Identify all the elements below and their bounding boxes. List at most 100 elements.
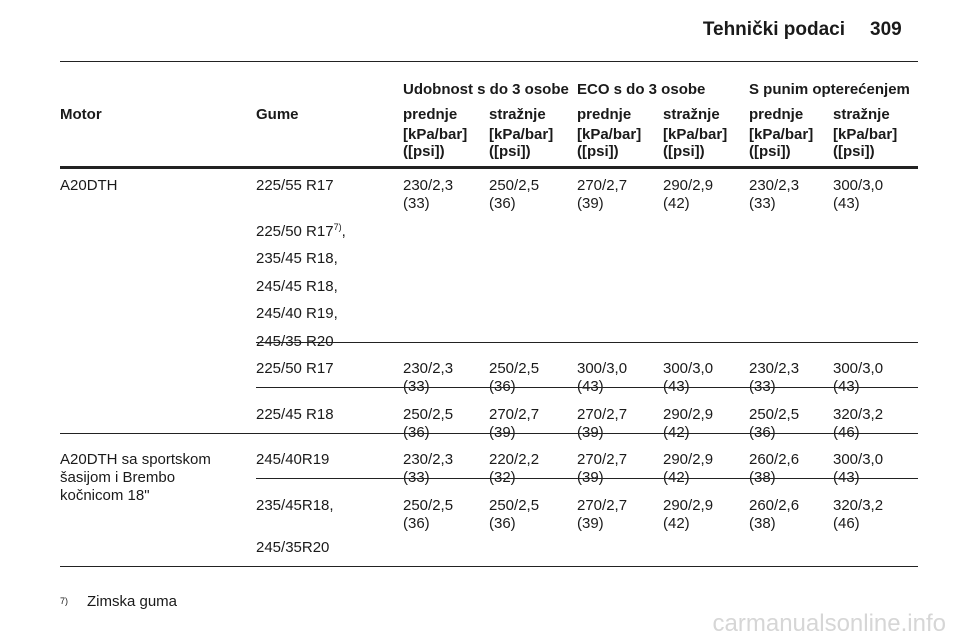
motor: A20DTH (60, 177, 118, 194)
pressure: 250/2,5 (749, 405, 800, 423)
motor: šasijom i Brembo (60, 469, 176, 486)
header-rule (60, 166, 918, 169)
motor: kočnicom 18" (60, 487, 150, 504)
pressure: (39) (577, 195, 604, 212)
tyre: 225/55 R17 (256, 177, 334, 194)
pressure: 320/3,2 (833, 405, 884, 423)
pressure: (46) (833, 423, 860, 441)
pressure: (43) (663, 378, 690, 395)
pressure: 230/2,3 (749, 360, 800, 377)
pressure: 270/2,7 (577, 451, 628, 468)
pressure: 270/2,7 (577, 177, 628, 194)
tyre: 225/50 R177), (256, 221, 346, 241)
pressure: 300/3,0 (663, 360, 714, 377)
pressure: 290/2,9 (663, 177, 714, 194)
pressure: (36) (489, 514, 516, 532)
unit: ([psi]) (833, 143, 875, 160)
pressure: (36) (403, 514, 430, 532)
pressure: (33) (403, 469, 430, 486)
watermark: carmanualsonline.info (712, 610, 946, 637)
unit: [kPa/bar] (749, 126, 814, 143)
pressure: (39) (577, 469, 604, 486)
motor: A20DTH sa sportskom (60, 451, 211, 468)
row-rule (256, 387, 918, 388)
unit: [kPa/bar] (577, 126, 642, 143)
unit: [kPa/bar] (663, 126, 728, 143)
group-header: S punim opterećenjem (749, 81, 910, 98)
tyre-text: , (341, 222, 346, 240)
pressure: (42) (663, 514, 690, 532)
tyre-text: 225/50 R17 (256, 222, 334, 240)
tyre: 225/45 R18 (256, 405, 334, 423)
column-header: Gume (256, 106, 299, 123)
pressure: 320/3,2 (833, 496, 884, 514)
column-header: prednje (749, 106, 804, 123)
pressure: 250/2,5 (489, 360, 540, 377)
pressure: 270/2,7 (489, 405, 540, 423)
pressure: (39) (577, 514, 604, 532)
row-rule (60, 565, 918, 567)
pressure: (33) (403, 378, 430, 395)
pressure: 230/2,3 (749, 177, 800, 194)
pressure: (42) (663, 423, 690, 441)
pressure: (43) (833, 469, 860, 486)
column-header: prednje (403, 106, 458, 123)
pressure: (38) (749, 469, 776, 486)
unit: ([psi]) (749, 143, 791, 160)
column-header: stražnje (489, 106, 546, 123)
unit: ([psi]) (403, 143, 445, 160)
pressure: (36) (749, 423, 776, 441)
tyre: 245/40R19 (256, 451, 330, 468)
unit: ([psi]) (577, 143, 619, 160)
footnote-ref: 7) (333, 221, 342, 232)
tyre: 245/35 R20 (256, 332, 334, 350)
pressure: 220/2,2 (489, 451, 540, 468)
row-rule (256, 341, 918, 343)
tyre: 225/50 R17 (256, 360, 334, 377)
footnote-text: Zimska guma (87, 593, 178, 610)
pressure: (32) (489, 469, 516, 486)
tyre: 235/45 R18, (256, 250, 338, 267)
pressure: 250/2,5 (489, 496, 540, 514)
pressure: 270/2,7 (577, 496, 628, 514)
unit: [kPa/bar] (833, 126, 898, 143)
pressure: (46) (833, 514, 860, 532)
pressure: 290/2,9 (663, 496, 714, 514)
pressure: 260/2,6 (749, 451, 800, 468)
row-rule (256, 478, 918, 479)
pressure: (33) (749, 378, 776, 395)
pressure: 290/2,9 (663, 451, 714, 468)
column-header: stražnje (833, 106, 890, 123)
pressure: (39) (489, 423, 516, 441)
group-header: Udobnost s do 3 osobe (403, 81, 569, 98)
unit: ([psi]) (489, 143, 531, 160)
pressure: 300/3,0 (577, 360, 628, 377)
pressure: (42) (663, 469, 690, 486)
tyre: 245/45 R18, (256, 277, 338, 295)
tyre: 245/40 R19, (256, 305, 338, 322)
pressure: (43) (833, 378, 860, 395)
unit: [kPa/bar] (489, 126, 554, 143)
pressure: (43) (577, 378, 604, 395)
pressure: 290/2,9 (663, 405, 714, 423)
tyre: 245/35R20 (256, 538, 330, 556)
pressure: 250/2,5 (403, 405, 454, 423)
pressure: 270/2,7 (577, 405, 628, 423)
pressure: (38) (749, 514, 776, 532)
pressure: 230/2,3 (403, 360, 454, 377)
pressure: (39) (577, 423, 604, 441)
pressure: (36) (489, 378, 516, 395)
pressure: 230/2,3 (403, 177, 454, 194)
group-header: ECO s do 3 osobe (577, 81, 706, 98)
footnote-mark: 7) (60, 596, 69, 606)
unit: [kPa/bar] (403, 126, 468, 143)
unit: ([psi]) (663, 143, 705, 160)
pressure: (36) (403, 423, 430, 441)
column-header: stražnje (663, 106, 720, 123)
column-header: Motor (60, 106, 102, 123)
column-header: prednje (577, 106, 632, 123)
pressure: 250/2,5 (403, 496, 454, 514)
page-title: Tehnički podaci (702, 19, 845, 40)
row-rule (60, 432, 918, 434)
